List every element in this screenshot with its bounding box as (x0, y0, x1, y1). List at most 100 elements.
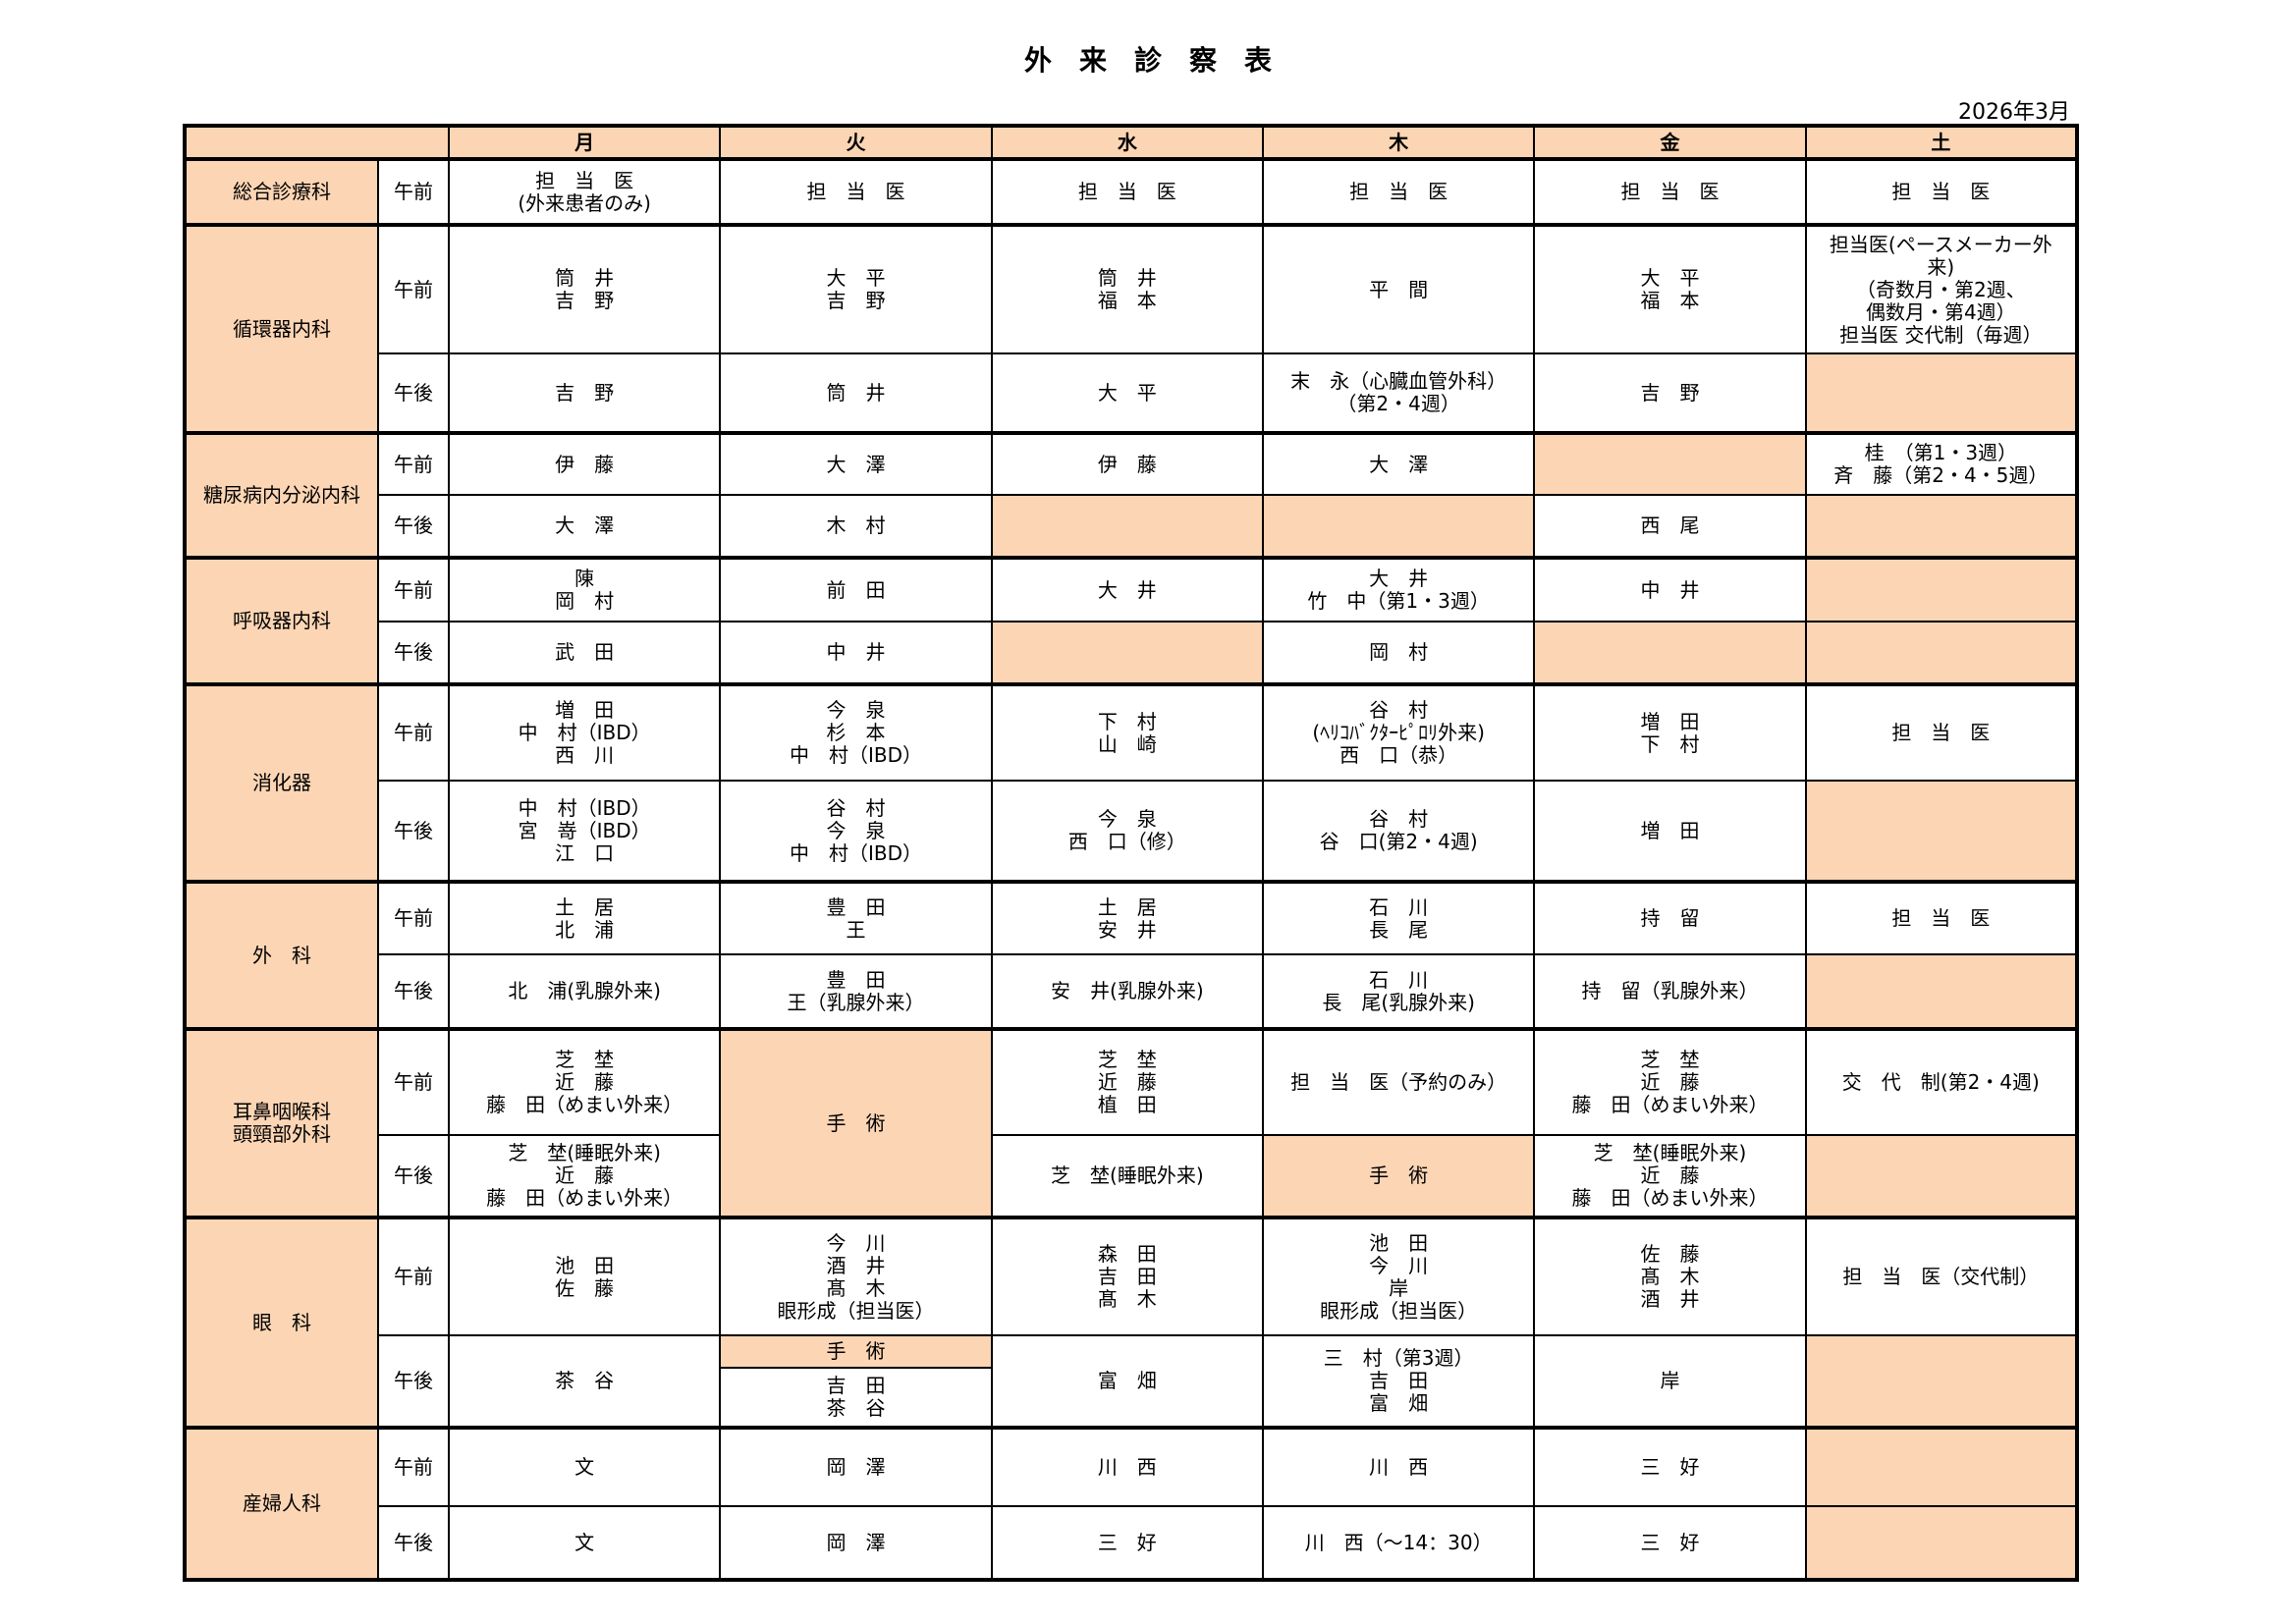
doctor-line: 大 澤 (1369, 452, 1429, 476)
department-name: 循環器内科 (184, 223, 379, 434)
doctor-line: 木 村 (826, 514, 886, 537)
doctor-line: 佐 藤 (555, 1275, 615, 1300)
doctor-line: 担 当 医 (1891, 906, 1991, 930)
schedule-cell: 森 田吉 田髙 木 (990, 1216, 1264, 1336)
doctor-line: 吉 野 (555, 380, 615, 405)
doctor-line: 大 平 (826, 266, 886, 290)
doctor-line: 北 浦(乳腺外来) (508, 979, 661, 1002)
session-label: 午前 (377, 682, 450, 782)
schedule-cell: 谷 村谷 口(第2・4週) (1261, 780, 1536, 883)
doctor-line: 増 田 (555, 698, 615, 722)
doctor-line: (ﾍﾘｺﾊﾞｸﾀｰﾋﾟﾛﾘ外来) (1312, 721, 1485, 744)
doctor-line: 筒 井 (555, 266, 615, 290)
doctor-line: 富 畑 (1369, 1391, 1429, 1415)
schedule-cell: 岡 村 (1261, 621, 1536, 685)
doctor-line: 芝 埜 (1640, 1048, 1700, 1071)
session-label: 午後 (377, 352, 450, 434)
doctor-line: 三 好 (1640, 1455, 1700, 1479)
doctor-line: 吉 田 (1369, 1369, 1429, 1392)
schedule-row: 呼吸器内科 午前陳岡 村前 田大 井大 井竹 中（第1・3週）中 井 (184, 556, 2079, 685)
doctor-line: 手 術 (826, 1110, 886, 1135)
schedule-cell (990, 494, 1264, 559)
schedule-cell (1804, 1505, 2079, 1581)
schedule-cell: 文 (447, 1505, 722, 1581)
doctor-line: 王 (846, 917, 866, 942)
doctor-line: 担 当 医 (1891, 721, 1991, 744)
schedule-cell: 大 澤 (1261, 431, 1536, 496)
department-name: 眼 科 (184, 1216, 379, 1429)
schedule-cell: 芝 埜近 藤植 田 (990, 1027, 1264, 1136)
session-label: 午後 (377, 494, 450, 559)
schedule-cell: 担当医(ペースメーカー外 来) （奇数月・第2週、 偶数月・第4週） 担当医 交代制（毎… (1804, 223, 2079, 354)
schedule-row: 午後 吉 野 筒 井 大 平 末 永（心臓血管外科） （第2・4週） 吉 野 (185, 352, 2079, 434)
department-name: 糖尿病内分泌内科 (184, 431, 379, 559)
schedule-cell: 平 間 (1261, 223, 1536, 354)
schedule-cell: 中 村（IBD）宮 嵜（IBD）江 口 (447, 780, 722, 883)
doctor-line: 中 村（IBD） (518, 795, 651, 820)
doctor-line: 平 間 (1369, 277, 1429, 301)
schedule-cell: 中 井 (719, 621, 993, 685)
department-name: 総合診療科 (184, 157, 379, 226)
department-name-line: 消化器 (252, 771, 311, 794)
schedule-cell: 佐 藤髙 木酒 井 (1533, 1216, 1807, 1336)
doctor-line: 下 村 (1097, 709, 1157, 733)
schedule-cell: 担 当 医（予約のみ） (1261, 1027, 1536, 1136)
doctor-line: 担 当 医 (535, 168, 634, 192)
schedule-row: 総合診療科 午前担 当 医 (外来患者のみ) 担 当 医担 当 医担 当 医担 当 医… (184, 157, 2079, 226)
doctor-line: 川 西 (1097, 1455, 1157, 1479)
schedule-cell: 大 平 (990, 352, 1264, 434)
doctor-line: （第2・4週） (1337, 392, 1460, 415)
schedule-cell: 担 当 医 (外来患者のみ) (447, 157, 722, 226)
schedule-row: 午後芝 埜(睡眠外来) 近 藤藤 田（めまい外来）芝 埜(睡眠外来) 手 術芝 埜(… (185, 1134, 2079, 1218)
doctor-line: 安 井(乳腺外来) (1051, 979, 1204, 1002)
schedule-cell: 川 西 (990, 1426, 1264, 1507)
schedule-cell: 北 浦(乳腺外来) (447, 953, 722, 1030)
schedule-cell: 伊 藤 (990, 431, 1264, 496)
doctor-line: 筒 井 (1097, 266, 1157, 290)
session-label: 午前 (377, 556, 450, 623)
schedule-cell: 茶 谷 (447, 1334, 722, 1429)
doctor-line: 西 口（恭） (1339, 743, 1458, 767)
day-header-2: 水 (990, 125, 1264, 161)
schedule-cell: 三 好 (990, 1505, 1264, 1581)
department-name-line: 頭頸部外科 (233, 1122, 331, 1146)
department-name-line: 糖尿病内分泌内科 (203, 483, 360, 507)
schedule-cell: 手 術吉 田茶 谷 (719, 1334, 993, 1429)
schedule-cell: 豊 田王（乳腺外来） (719, 953, 993, 1030)
doctor-line: 今 泉 (826, 818, 886, 842)
doctor-line: 中 村（IBD） (518, 721, 651, 744)
session-label: 午後 (377, 1505, 450, 1581)
doctor-line: 西 川 (555, 743, 615, 767)
schedule-cell (990, 621, 1264, 685)
doctor-line: 石 川 (1369, 894, 1429, 919)
department-name: 耳鼻咽喉科 頭頸部外科 (184, 1027, 379, 1218)
schedule-cell: 増 田 (1533, 780, 1807, 883)
doctor-line: 大 澤 (826, 452, 886, 476)
doctor-line: 岡 村 (555, 589, 615, 613)
doctor-line: 吉 野 (1640, 380, 1700, 405)
day-header-0: 月 (447, 125, 722, 161)
department-name-line: 外 科 (252, 943, 311, 967)
doctor-line: 藤 田（めまい外来） (1571, 1186, 1769, 1210)
doctor-line: 藤 田（めまい外来） (486, 1186, 683, 1210)
doctor-line: 山 崎 (1097, 731, 1157, 756)
doctor-line: 今 泉 (1097, 807, 1157, 831)
schedule-cell: 増 田中 村（IBD）西 川 (447, 682, 722, 782)
session-label: 午後 (377, 953, 450, 1030)
doctor-line: 三 村（第3週） (1323, 1346, 1474, 1370)
doctor-line: 酒 井 (826, 1253, 886, 1277)
schedule-cell: 担 当 医（交代制） (1804, 1216, 2079, 1336)
doctor-line: (外来患者のみ) (518, 190, 651, 215)
header-row: 月火水木金土 (184, 125, 2079, 161)
doctor-line: 眼形成（担当医） (1320, 1298, 1478, 1323)
schedule-cell: 文 (447, 1426, 722, 1507)
doctor-line: 江 口 (555, 840, 615, 865)
schedule-row: 午後 北 浦(乳腺外来) 豊 田王（乳腺外来） 安 井(乳腺外来) 石 川長 尾(乳腺外… (185, 953, 2079, 1030)
schedule-row: 糖尿病内分泌内科 午前伊 藤大 澤伊 藤大 澤桂 （第1・3週）斉 藤（第2・4・… (184, 431, 2079, 559)
doctor-line: 担 当 医 (1620, 180, 1720, 203)
doctor-line: 手 術 (826, 1339, 886, 1363)
doctor-line: 中 井 (1640, 577, 1700, 602)
doctor-line: 持 留（乳腺外来） (1581, 979, 1759, 1002)
schedule-cell: 川 西 (1261, 1426, 1536, 1507)
schedule-cell: 三 好 (1533, 1505, 1807, 1581)
